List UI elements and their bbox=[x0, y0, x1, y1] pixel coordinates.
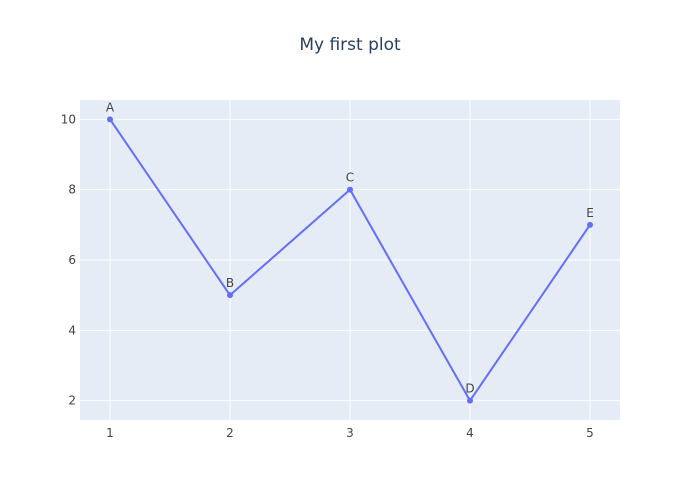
y-tick-label-8: 8 bbox=[68, 183, 76, 197]
data-point-b bbox=[227, 292, 233, 299]
x-tick-label-5: 5 bbox=[586, 426, 594, 440]
x-tick-label-2: 2 bbox=[226, 426, 234, 440]
series-layer bbox=[107, 116, 593, 404]
point-label-e: E bbox=[586, 206, 594, 220]
data-point-c bbox=[347, 186, 353, 193]
grid-lines bbox=[80, 100, 620, 420]
y-tick-label-4: 4 bbox=[68, 323, 76, 337]
y-tick-label-6: 6 bbox=[68, 253, 76, 267]
y-tick-label-10: 10 bbox=[61, 112, 76, 126]
point-label-a: A bbox=[106, 100, 115, 114]
point-label-b: B bbox=[226, 276, 234, 290]
data-point-a bbox=[107, 116, 113, 123]
point-label-c: C bbox=[346, 171, 354, 185]
data-point-labels: A B C D E bbox=[106, 100, 594, 395]
x-tick-label-1: 1 bbox=[106, 426, 114, 440]
x-tick-label-4: 4 bbox=[466, 426, 474, 440]
x-tick-label-3: 3 bbox=[346, 426, 354, 440]
chart-title: My first plot bbox=[299, 35, 401, 55]
point-label-d: D bbox=[465, 382, 474, 396]
data-point-d bbox=[467, 397, 473, 404]
axis-tick-labels: 1 2 3 4 5 2 4 6 8 10 bbox=[61, 112, 594, 440]
data-point-e bbox=[587, 221, 593, 228]
y-tick-label-2: 2 bbox=[68, 394, 76, 408]
